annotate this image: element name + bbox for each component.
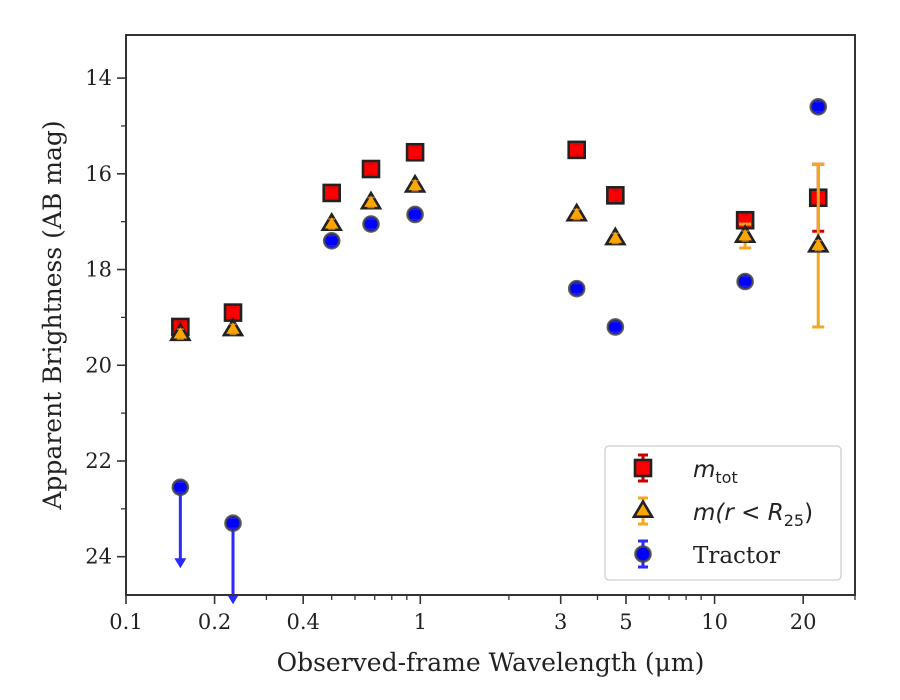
legend-entry: Tractor [634,539,780,569]
data-point-square [567,140,587,160]
legend-label: mtot [693,457,738,487]
legend-label-base: Tractor [693,543,780,569]
y-tick-label: 22 [85,449,112,473]
data-point-square [405,142,425,162]
y-tick-label: 20 [85,353,112,377]
legend-label-sub: 25 [784,511,804,530]
data-point-triangle [806,233,830,253]
legend: mtot m(r < R25) Tractor [604,445,842,581]
data-point-square [606,186,625,205]
data-point-circle [567,279,586,298]
legend-marker-triangle [631,498,655,519]
data-point-triangle [221,317,245,337]
data-point-circle [736,272,754,291]
data-point-circle [406,205,424,224]
x-axis-ticks: 0.1 0.2 0.4 1 3 5 10 20 [109,595,856,634]
series-square [171,140,828,337]
x-tick-label: 0.1 [109,610,142,634]
data-point-circle [809,97,828,116]
y-tick-label: 24 [85,545,112,569]
legend-label-sub: tot [715,468,737,487]
legend-label: Tractor [693,543,780,569]
series-layer [169,97,830,605]
legend-marker-square [633,458,653,478]
legend-label-base: m(r < R [693,500,784,526]
data-point-square [322,183,342,203]
upper-limit-arrowhead [174,558,187,569]
y-axis-ticks: 14 16 18 20 22 24 [85,66,126,569]
legend-label: m(r < R25) [693,500,813,530]
data-point-triangle [359,190,383,210]
y-tick-label: 16 [85,162,112,186]
data-point-triangle [320,212,344,232]
data-point-square [361,159,381,179]
legend-box [604,445,842,581]
series-circle [171,97,828,605]
legend-marker-circle [634,545,652,563]
legend-label-base: m [693,457,715,483]
x-axis-label: Observed-frame Wavelength (μm) [277,648,705,677]
data-point-circle [362,215,380,233]
data-point-triangle [604,226,627,246]
data-point-circle [171,478,190,497]
data-point-triangle [565,202,589,222]
data-point-circle [224,514,242,533]
series-triangle [169,162,830,342]
legend-label-tail: ) [804,500,813,526]
legend-entry: mtot [633,453,738,487]
x-tick-label: 20 [790,610,817,634]
y-tick-label: 14 [85,66,112,90]
y-tick-label: 18 [85,258,112,282]
plot-frame [125,34,856,596]
x-tick-label: 0.4 [286,610,319,634]
data-point-circle [606,318,625,336]
x-tick-label: 1 [414,610,427,634]
data-point-triangle [403,173,427,193]
upper-limit-arrowhead [227,594,240,605]
x-tick-label: 3 [554,610,567,634]
x-tick-label: 5 [619,610,632,634]
y-axis-label: Apparent Brightness (AB mag) [38,120,67,510]
x-tick-label: 10 [701,610,728,634]
legend-entry: m(r < R25) [631,496,813,530]
x-tick-label: 0.2 [198,610,231,634]
data-point-circle [322,232,341,250]
